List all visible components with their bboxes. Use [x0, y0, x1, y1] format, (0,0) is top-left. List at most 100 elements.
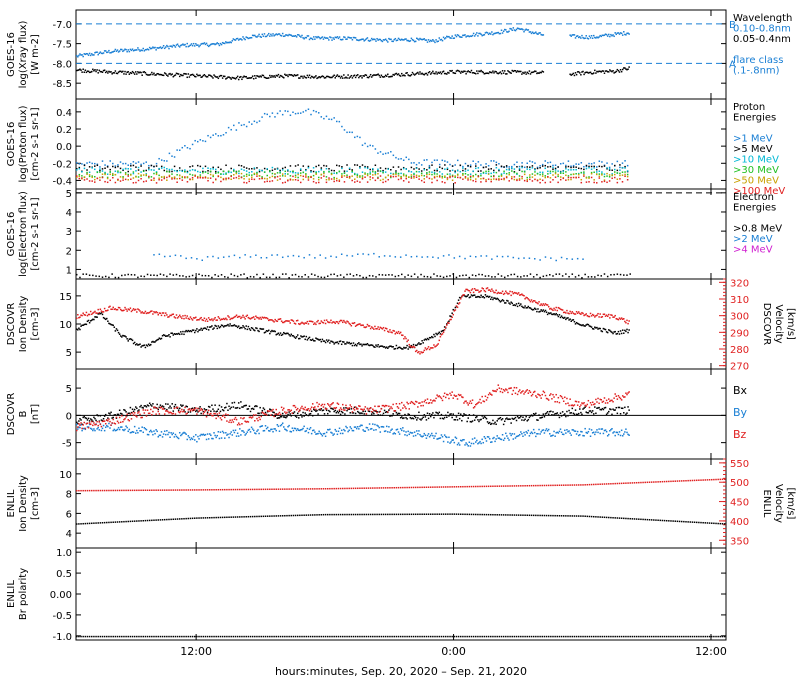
data-point: [323, 432, 326, 435]
data-point: [235, 325, 238, 327]
data-point: [376, 74, 378, 76]
data-point: [472, 170, 474, 172]
data-point: [441, 417, 444, 420]
data-point: [114, 308, 117, 310]
data-point: [609, 408, 611, 410]
data-point: [83, 427, 86, 430]
data-point: [264, 411, 267, 414]
data-point: [250, 76, 253, 79]
data-point: [93, 416, 95, 419]
data-point: [608, 166, 611, 169]
data-point: [431, 413, 433, 416]
data-point: [88, 321, 91, 324]
data-point: [257, 316, 259, 319]
data-point: [210, 410, 212, 412]
data-point: [490, 180, 492, 183]
data-point: [92, 54, 94, 56]
data-point: [202, 170, 204, 173]
data-point: [356, 176, 359, 178]
data-point: [382, 171, 384, 174]
data-point: [316, 409, 318, 412]
data-point: [530, 431, 533, 433]
ytick-label: 0: [66, 411, 72, 422]
data-point: [202, 167, 204, 170]
data-point: [198, 319, 200, 321]
data-point: [127, 71, 129, 73]
data-point: [557, 306, 560, 309]
data-point: [222, 256, 225, 258]
data-point: [436, 333, 438, 336]
data-point: [280, 334, 283, 337]
data-point: [240, 401, 242, 403]
data-point: [382, 169, 384, 172]
data-point: [577, 176, 580, 179]
data-point: [261, 409, 264, 412]
data-point: [161, 312, 164, 314]
data-point: [245, 167, 248, 169]
data-point: [372, 327, 374, 329]
data-point: [428, 435, 431, 438]
data-point: [163, 408, 166, 410]
data-point: [186, 76, 188, 79]
data-point: [207, 275, 210, 277]
data-point: [412, 343, 415, 346]
data-point: [408, 40, 411, 43]
data-point: [531, 31, 534, 34]
data-point: [458, 70, 461, 73]
data-point: [116, 428, 119, 431]
data-point: [402, 174, 405, 177]
data-point: [552, 179, 554, 181]
data-point: [472, 175, 474, 178]
data-point: [494, 421, 496, 424]
data-point: [414, 344, 417, 346]
data-point: [271, 254, 273, 256]
data-point: [624, 67, 626, 69]
data-point: [387, 168, 389, 170]
data-point: [435, 411, 437, 414]
data-point: [614, 32, 616, 34]
data-point: [406, 340, 408, 343]
data-point: [397, 178, 400, 181]
data-point: [172, 274, 175, 276]
data-point: [470, 289, 473, 291]
data-point: [392, 413, 394, 415]
data-point: [531, 173, 534, 175]
data-point: [122, 169, 124, 172]
data-point: [312, 174, 315, 177]
data-point: [163, 166, 166, 169]
data-point: [230, 431, 232, 433]
data-point: [619, 69, 622, 71]
data-point: [121, 426, 123, 428]
data-point: [516, 305, 519, 308]
data-point: [166, 430, 168, 432]
data-point: [170, 74, 172, 76]
data-point: [405, 416, 407, 419]
data-point: [135, 166, 137, 168]
data-point: [619, 434, 622, 437]
data-point: [99, 171, 101, 173]
data-point: [313, 340, 315, 342]
data-point: [448, 72, 450, 74]
data-point: [144, 346, 147, 349]
data-point: [366, 145, 369, 148]
data-point: [323, 319, 326, 322]
data-point: [592, 328, 595, 330]
data-point: [255, 432, 257, 435]
data-point: [534, 169, 536, 171]
data-point: [550, 307, 552, 310]
data-point: [426, 41, 429, 43]
data-point: [455, 276, 458, 279]
data-point: [362, 38, 364, 40]
data-point: [596, 166, 598, 168]
data-point: [80, 424, 82, 426]
data-point: [196, 170, 199, 173]
data-point: [361, 164, 364, 166]
data-point: [410, 175, 413, 178]
data-point: [580, 162, 583, 164]
data-point: [368, 40, 371, 42]
data-point: [395, 429, 398, 431]
data-point: [339, 319, 342, 322]
data-point: [212, 134, 214, 136]
data-point: [495, 178, 498, 180]
data-point: [570, 169, 572, 171]
